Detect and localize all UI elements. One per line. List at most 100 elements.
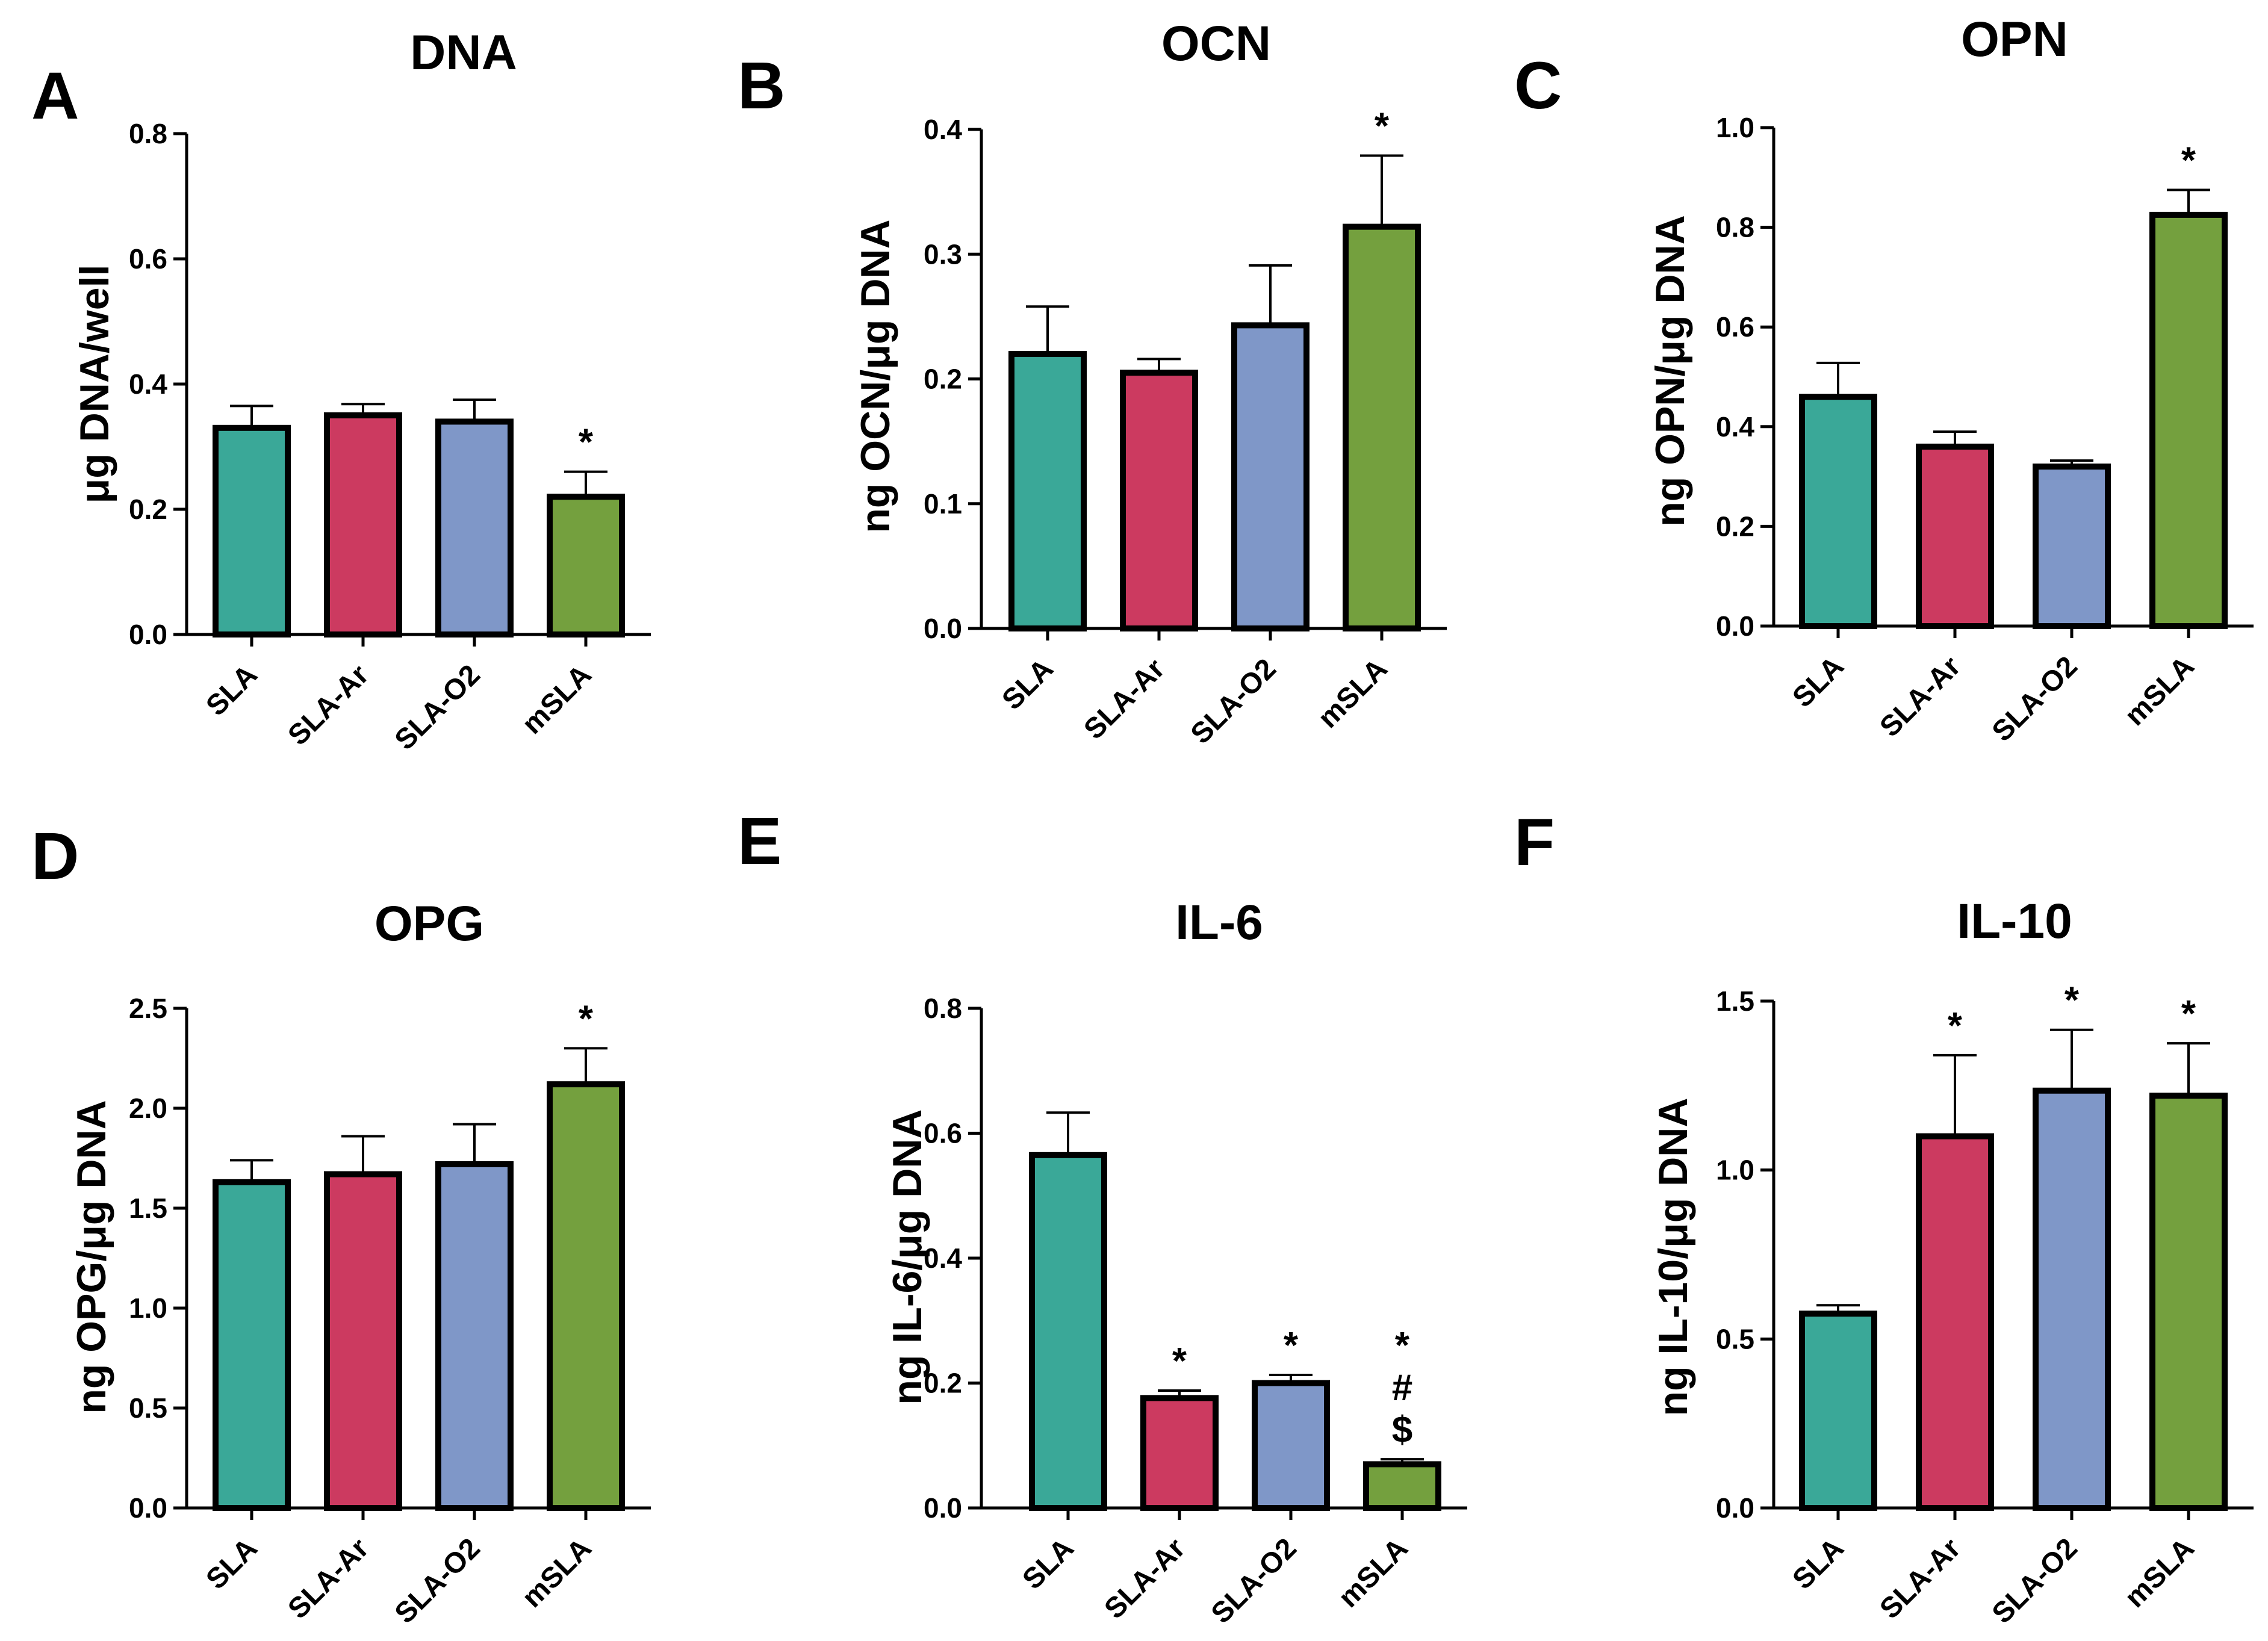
significance-mark: * (1375, 106, 1390, 147)
panel-letter: D (31, 819, 79, 893)
y-tick-label: 0.6 (1716, 311, 1754, 343)
y-tick-label: 0.4 (924, 1242, 962, 1274)
x-tick-label: SLA (1786, 650, 1850, 713)
y-tick-label: 0.8 (1716, 212, 1754, 243)
x-tick-label: mSLA (516, 1532, 598, 1614)
x-tick-label: mSLA (2119, 1532, 2201, 1614)
significance-mark: * (1395, 1325, 1410, 1366)
y-tick-label: 0.5 (1716, 1323, 1754, 1354)
y-tick-label: 0.2 (129, 494, 167, 525)
y-tick-label: 1.0 (1716, 1155, 1754, 1186)
bar-sla-o2 (435, 418, 514, 638)
x-tick-label: mSLA (516, 659, 598, 740)
x-tick-label: mSLA (2119, 650, 2201, 732)
y-tick-label: 0.4 (924, 114, 962, 145)
y-tick-label: 0.6 (129, 243, 167, 275)
significance-mark: # (1392, 1367, 1412, 1409)
bar-sla-ar (1120, 370, 1198, 631)
chart-panel-f: F IL-10 ng IL-10/μg DNA 0.0 0.5 1.0 1.5 SLA SLA-… (1514, 805, 2254, 1630)
y-tick-label: 0.3 (924, 238, 962, 270)
y-tick-label: 1.5 (1716, 985, 1754, 1017)
y-axis-label: ng IL-6/μg DNA (884, 1109, 930, 1404)
chart-panel-a: A DNA μg DNA/well 0.0 0.2 0.4 0.6 0.8 SLA SLA-Ar S… (31, 25, 651, 756)
bar-sla (213, 1179, 291, 1511)
y-tick-label: 0.0 (924, 613, 962, 644)
bar-msla (2149, 1093, 2228, 1511)
x-tick-label: SLA-O2 (389, 659, 486, 756)
y-tick-label: 0.2 (924, 364, 962, 395)
y-tick-label: 1.0 (129, 1292, 167, 1324)
panel-letter: E (738, 804, 781, 878)
bar-sla-ar (1916, 443, 1994, 629)
bar-sla (1799, 394, 1877, 629)
x-tick-label: SLA-Ar (1874, 1532, 1966, 1625)
y-axis-label: μg DNA/well (72, 265, 117, 504)
x-tick-label: mSLA (1312, 653, 1394, 734)
y-tick-label: 2.0 (129, 1093, 167, 1124)
y-tick-label: 0.0 (1716, 1492, 1754, 1524)
y-axis-label: ng OPN/μg DNA (1647, 215, 1693, 527)
bar-sla-ar (1140, 1395, 1219, 1511)
x-tick-label: SLA-O2 (1986, 1532, 2084, 1630)
significance-mark: * (1948, 1005, 1963, 1047)
chart-title: OCN (1161, 16, 1271, 71)
y-tick-label: 0.2 (1716, 510, 1754, 542)
significance-mark: * (2181, 140, 2196, 182)
bar-msla (2149, 211, 2228, 629)
significance-mark: $ (1392, 1409, 1412, 1451)
significance-mark: * (579, 998, 594, 1040)
x-tick-label: SLA (1016, 1532, 1080, 1595)
x-tick-label: mSLA (1332, 1532, 1414, 1614)
significance-mark: * (1284, 1325, 1299, 1366)
y-tick-label: 0.6 (924, 1118, 962, 1149)
bar-sla (1008, 351, 1087, 631)
y-tick-label: 0.0 (924, 1492, 962, 1524)
bar-sla (1799, 1311, 1877, 1512)
bar-sla-o2 (435, 1161, 514, 1511)
bar-msla (1343, 223, 1421, 631)
y-tick-label: 2.5 (129, 993, 167, 1024)
y-tick-label: 0.5 (129, 1392, 167, 1424)
chart-panel-e: E IL-6 ng IL-6/μg DNA 0.0 0.2 0.4 0.6 0.8 SLA SLA… (738, 804, 1467, 1630)
x-tick-label: SLA-Ar (1874, 650, 1966, 743)
y-tick-label: 0.4 (1716, 411, 1754, 442)
y-axis-label: ng OCN/μg DNA (853, 219, 898, 533)
y-tick-label: 0.1 (924, 488, 962, 520)
bar-sla-o2 (1252, 1380, 1330, 1511)
chart-panel-d: D OPG ng OPG/μg DNA 0.0 0.5 1.0 1.5 2.0 2.5 SLA SL… (31, 819, 651, 1630)
bar-msla (547, 494, 625, 638)
y-tick-label: 0.0 (1716, 610, 1754, 642)
significance-mark: * (2181, 993, 2196, 1035)
y-tick-label: 0.0 (129, 1492, 167, 1524)
x-tick-label: SLA-O2 (1205, 1532, 1303, 1630)
y-tick-label: 0.0 (129, 619, 167, 650)
y-axis-label: ng IL-10/μg DNA (1650, 1098, 1696, 1416)
panel-letter: A (31, 59, 79, 133)
x-tick-label: SLA-O2 (1986, 650, 2084, 748)
x-tick-label: SLA-Ar (282, 1532, 374, 1625)
bar-sla-o2 (1231, 322, 1310, 631)
x-tick-label: SLA-O2 (1185, 653, 1282, 750)
chart-title: IL-10 (1957, 894, 2072, 949)
bar-sla-o2 (2033, 464, 2111, 629)
y-tick-label: 0.4 (129, 368, 167, 400)
x-tick-label: SLA-Ar (282, 659, 374, 751)
x-tick-label: SLA (200, 1532, 263, 1595)
x-tick-label: SLA-Ar (1078, 653, 1170, 745)
x-tick-label: SLA (1786, 1532, 1850, 1595)
significance-mark: * (2065, 980, 2080, 1022)
y-axis-label: ng OPG/μg DNA (69, 1100, 114, 1413)
bar-sla-o2 (2033, 1087, 2111, 1511)
bar-msla (547, 1081, 625, 1512)
x-tick-label: SLA (200, 659, 263, 722)
panel-letter: B (738, 49, 785, 123)
y-tick-label: 0.8 (924, 993, 962, 1024)
bar-msla (1363, 1461, 1441, 1511)
bar-sla-ar (1916, 1133, 1994, 1511)
bar-sla-ar (324, 1171, 402, 1512)
panel-letter: F (1514, 805, 1555, 879)
x-tick-label: SLA-Ar (1098, 1532, 1191, 1625)
x-tick-label: SLA (996, 653, 1059, 716)
bar-sla (1029, 1152, 1107, 1511)
bar-sla-ar (324, 412, 402, 637)
